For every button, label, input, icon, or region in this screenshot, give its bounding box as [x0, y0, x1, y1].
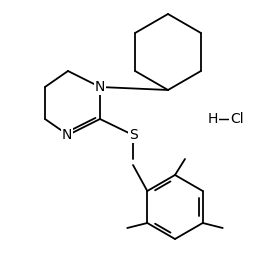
Text: H: H: [208, 112, 218, 126]
Text: S: S: [129, 128, 137, 142]
Text: N: N: [62, 128, 72, 142]
Text: N: N: [95, 80, 105, 94]
Text: Cl: Cl: [230, 112, 244, 126]
